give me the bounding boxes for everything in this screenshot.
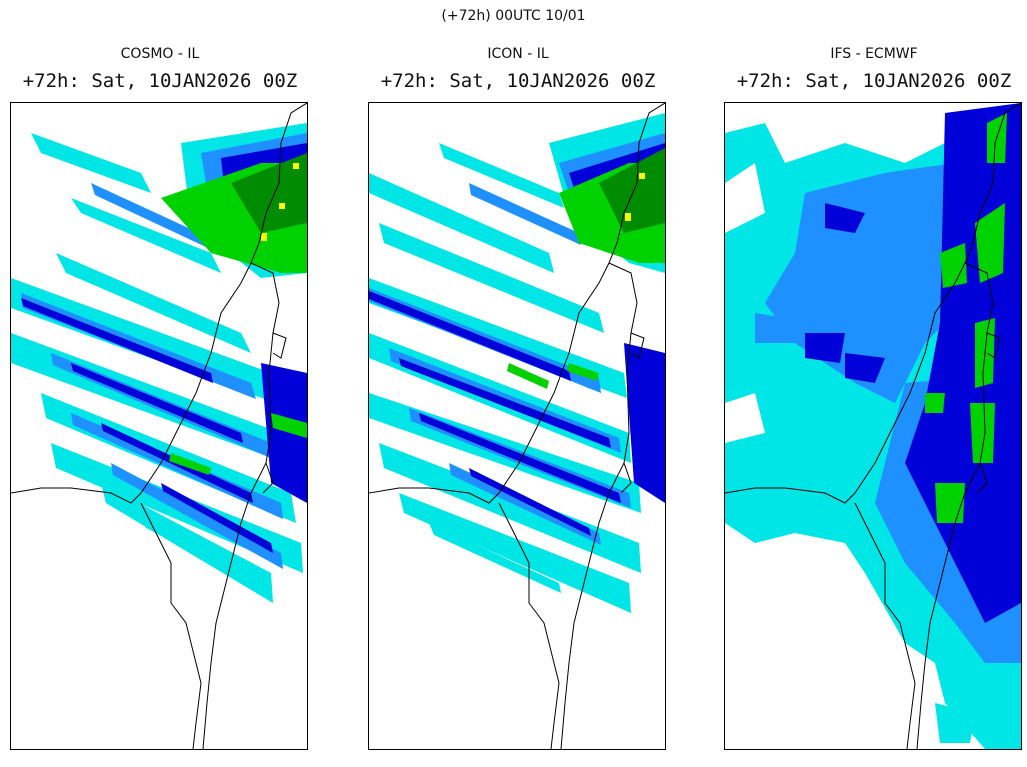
model-title: COSMO - IL xyxy=(120,46,200,62)
page-header: (+72h) 00UTC 10/01 xyxy=(441,8,586,24)
map-ifs xyxy=(724,102,1022,750)
panel-icon: ICON - IL +72h: Sat, 10JAN2026 00Z xyxy=(368,44,668,750)
precip-yellow xyxy=(625,173,645,221)
valid-time: +72h: Sat, 10JAN2026 00Z xyxy=(380,70,656,92)
panel-cosmo: COSMO - IL +72h: Sat, 10JAN2026 00Z xyxy=(10,44,310,750)
map-cosmo xyxy=(10,102,308,750)
coastline xyxy=(725,103,1021,749)
model-title: ICON - IL xyxy=(487,46,549,62)
precip-darkgreen xyxy=(231,153,307,233)
valid-time: +72h: Sat, 10JAN2026 00Z xyxy=(736,70,1012,92)
coastline xyxy=(11,103,307,749)
coastline xyxy=(369,103,665,749)
precip-yellow xyxy=(261,163,299,241)
map-icon xyxy=(368,102,666,750)
model-title: IFS - ECMWF xyxy=(830,46,918,62)
valid-time: +72h: Sat, 10JAN2026 00Z xyxy=(22,70,298,92)
precip-darkgreen xyxy=(599,148,665,233)
panel-ifs: IFS - ECMWF +72h: Sat, 10JAN2026 00Z xyxy=(724,44,1024,750)
